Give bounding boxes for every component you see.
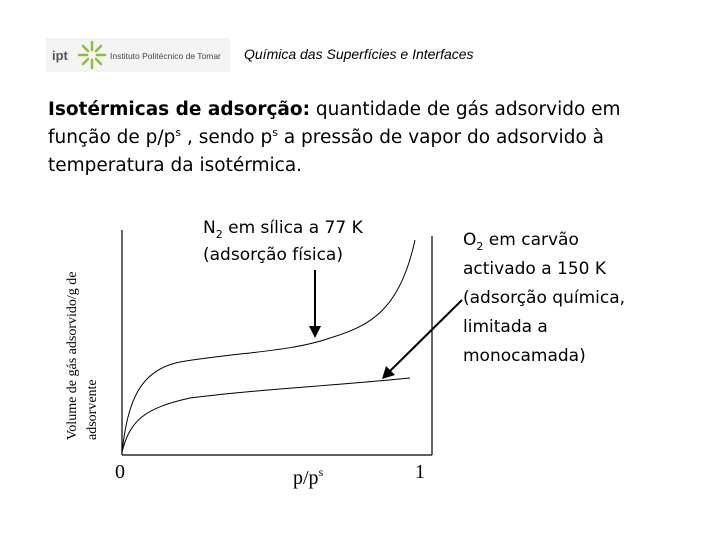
- figure: Volume de gás adsorvido/g de adsorvente …: [65, 218, 625, 489]
- subscript: 2: [216, 228, 223, 241]
- logo: ipt Instituto Politécnico de Tomar: [46, 38, 230, 72]
- y-axis-label: Volume de gás adsorvido/g de: [65, 272, 80, 441]
- logo-star: [77, 40, 107, 70]
- description-text: , sendo p: [181, 127, 272, 148]
- n2-label-text: N: [203, 218, 216, 238]
- x-axis-text: p/p: [293, 467, 319, 489]
- o2-label: (adsorção química,: [463, 288, 625, 308]
- o2-label: O2 em carvão: [463, 230, 579, 253]
- o2-label-text: O: [463, 230, 476, 250]
- logo-text: ipt: [52, 48, 69, 63]
- n2-arrowhead: [309, 326, 321, 338]
- o2-label: monocamada): [463, 346, 586, 366]
- o2-label: limitada a: [463, 317, 548, 337]
- o2-arrowhead: [382, 366, 395, 379]
- superscript: s: [319, 465, 324, 479]
- logo-bg: [46, 38, 230, 72]
- description-line: Isotérmicas de adsorção: quantidade de g…: [48, 99, 621, 120]
- o2-label-text: em carvão: [483, 230, 578, 250]
- n2-label: (adsorção física): [203, 245, 343, 265]
- y-axis-label: adsorvente: [85, 379, 100, 440]
- description-text: a pressão de vapor do adsorvido à: [278, 127, 604, 148]
- superscript: s: [175, 126, 181, 139]
- o2-label: activado a 150 K: [463, 259, 607, 279]
- description-text: quantidade de gás adsorvido em: [310, 99, 621, 120]
- n2-isotherm: [121, 239, 416, 453]
- superscript: s: [272, 126, 278, 139]
- description-line: temperatura da isotérmica.: [48, 155, 302, 176]
- n2-label: N2 em sílica a 77 K: [203, 218, 364, 241]
- description-text: função de p/p: [48, 127, 175, 148]
- n2-label-text: em sílica a 77 K: [223, 218, 364, 238]
- axes: [121, 230, 433, 456]
- o2-isotherm: [121, 377, 411, 453]
- x-end-label: 1: [415, 461, 425, 483]
- header-title: Química das Superfícies e Interfaces: [244, 46, 474, 62]
- description-bold: Isotérmicas de adsorção:: [48, 99, 310, 120]
- o2-arrow: [389, 299, 463, 372]
- institution: Instituto Politécnico de Tomar: [110, 51, 221, 61]
- x-axis-label: p/ps: [293, 465, 324, 489]
- subscript: 2: [476, 240, 483, 253]
- x-start-label: 0: [115, 461, 125, 483]
- description-line: função de p/ps , sendo ps a pressão de v…: [48, 126, 604, 148]
